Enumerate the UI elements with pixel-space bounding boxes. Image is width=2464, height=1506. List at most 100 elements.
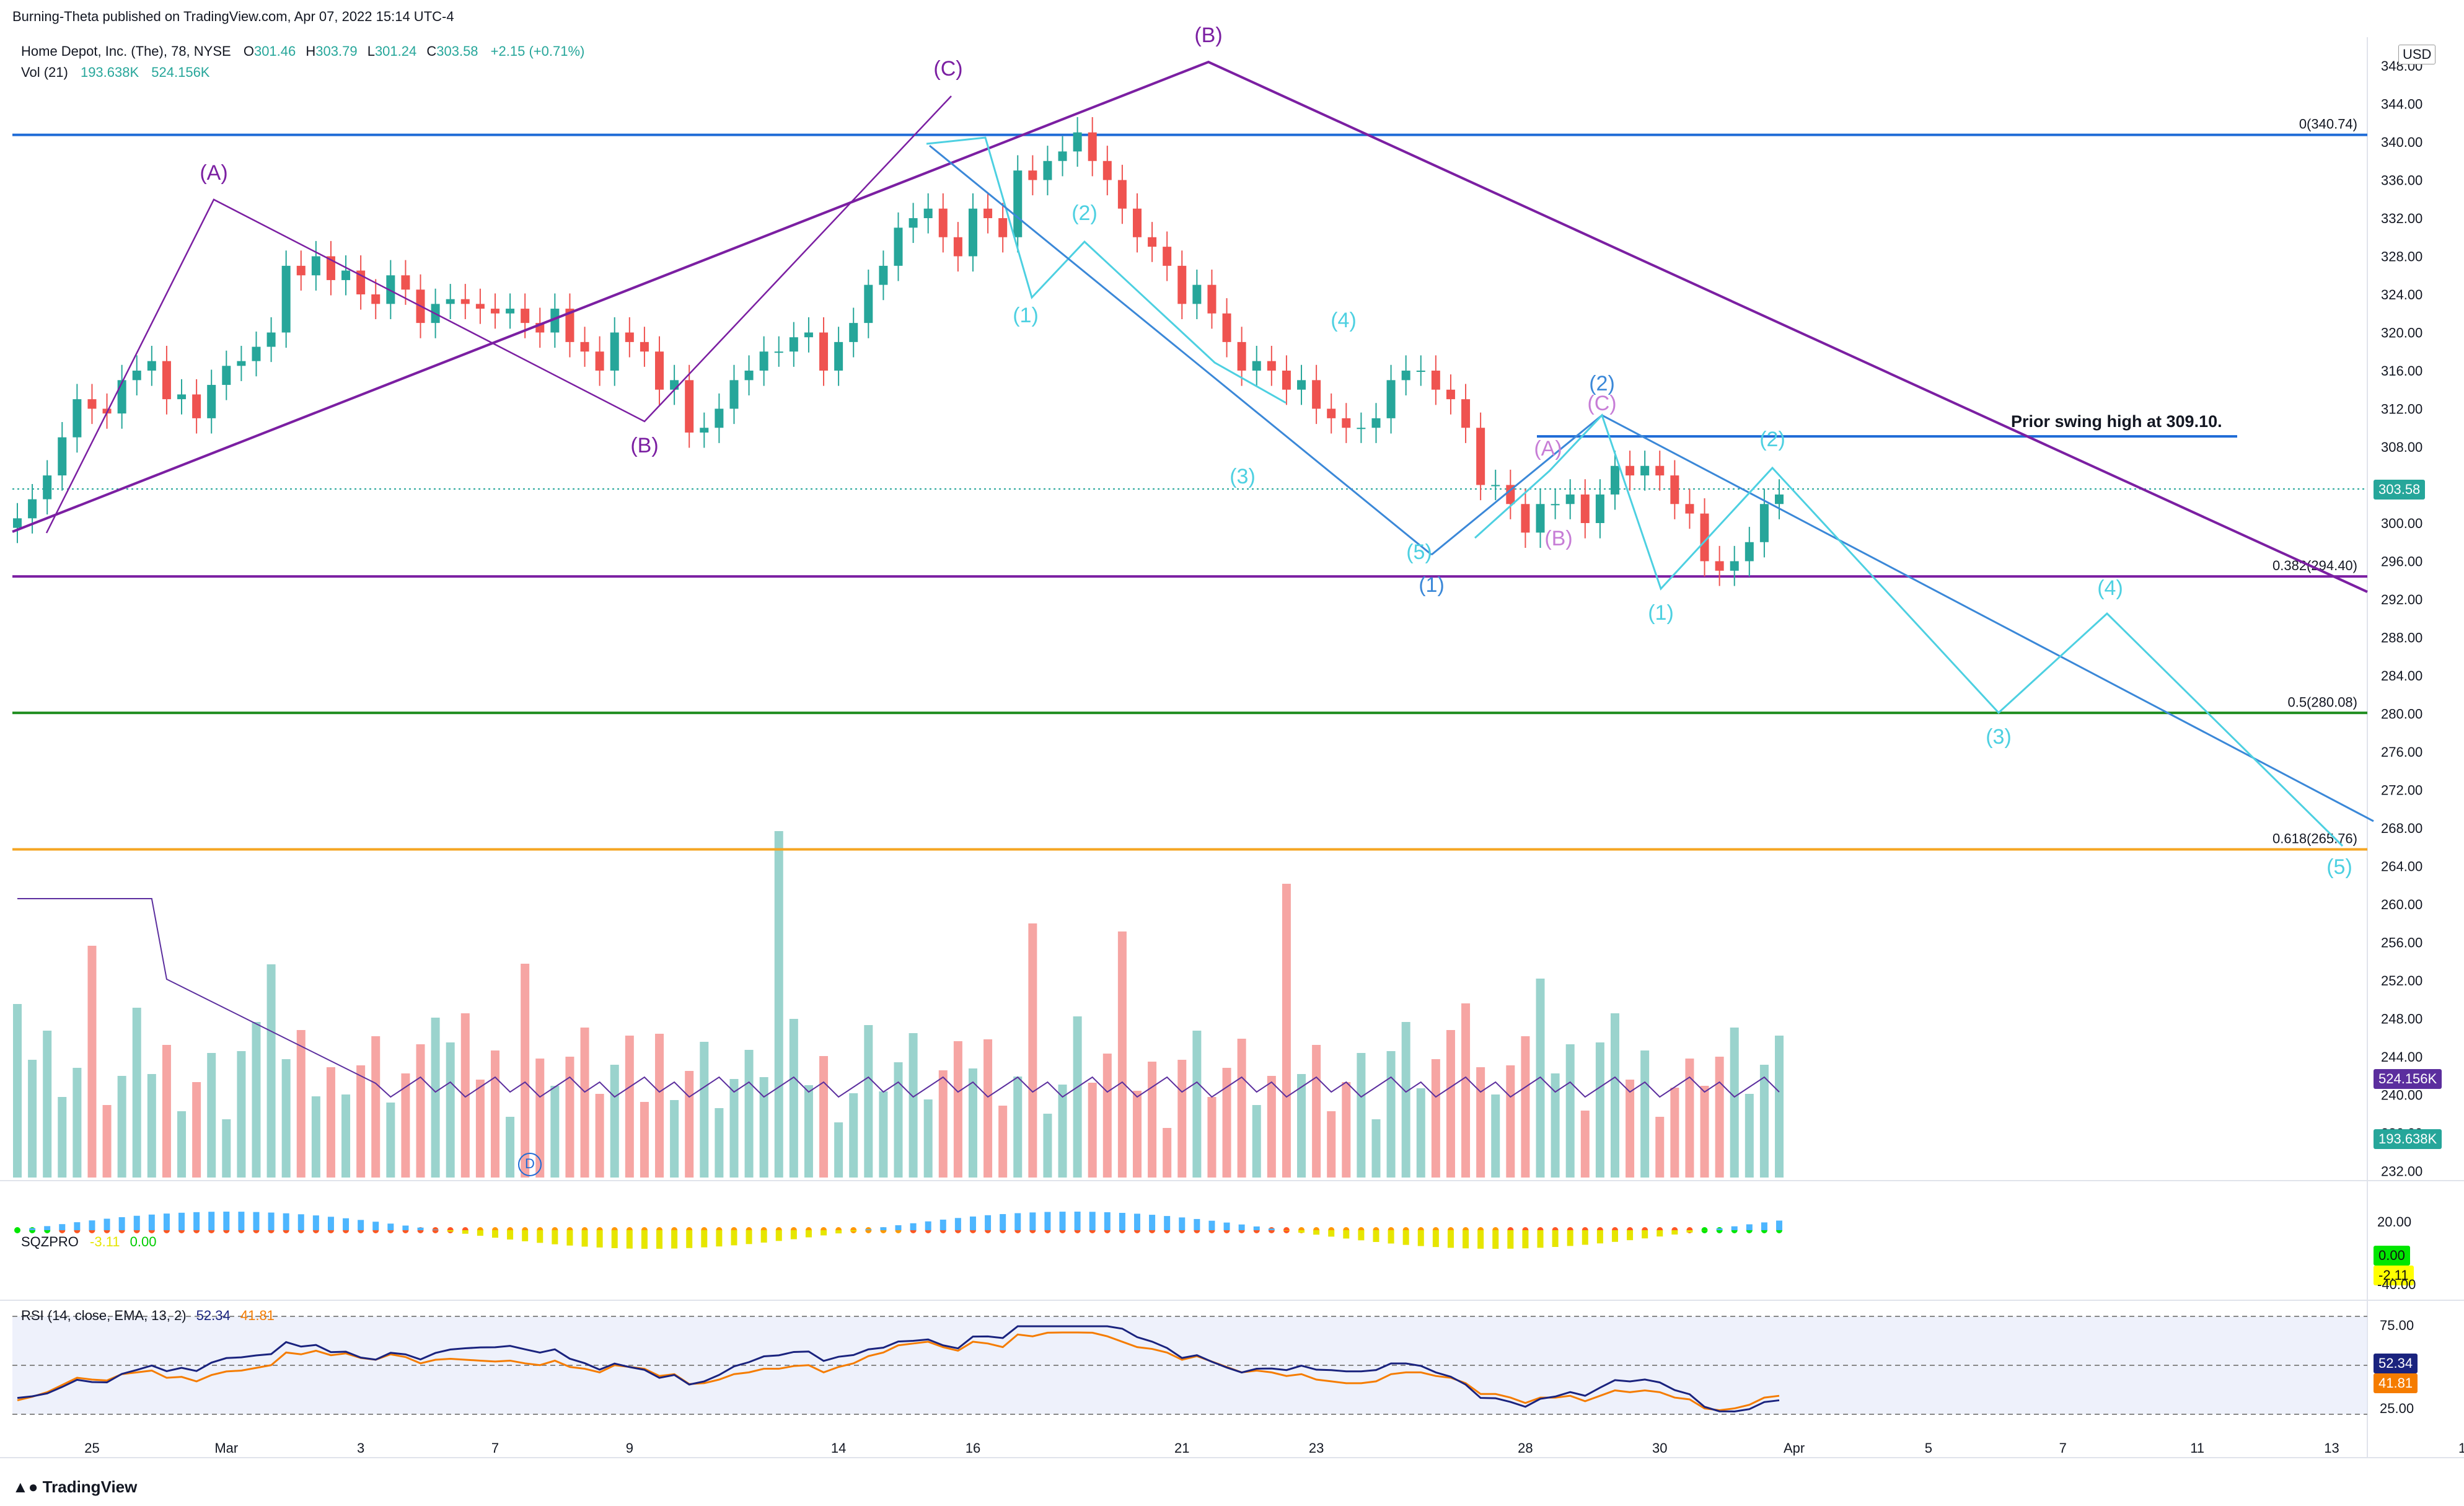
volume-bar [1640,1050,1650,1178]
wave-label: (1) [1648,601,1674,625]
symbol-name[interactable]: Home Depot, Inc. (The), 78, NYSE [21,43,231,59]
sqz-bar [223,1212,230,1230]
volume-bar [1536,979,1545,1178]
tradingview-logo[interactable]: ▲● TradingView [12,1477,137,1497]
volume-bar [819,1056,829,1178]
sqz-bar [626,1230,633,1249]
candle-body [1476,428,1485,485]
candle-body [43,475,52,500]
wave-label: (A) [1534,437,1562,460]
sqz-bar [1402,1230,1409,1245]
rsi-box1: 52.34 [2374,1354,2418,1373]
candle-body [729,380,739,409]
rsi-legend[interactable]: RSI (14, close, EMA, 13, 2) 52.34 41.81 [21,1308,275,1324]
volume-bar [1342,1082,1351,1178]
volume-bar [490,1050,499,1178]
sqz-bar [746,1230,752,1244]
candle-body [222,366,231,385]
sqz-bar [297,1214,304,1230]
sqz-bar [850,1230,857,1231]
sqz-bar [611,1230,618,1248]
sqz-bar [268,1212,275,1230]
sqz-bar [1194,1218,1200,1230]
sqz-bar [477,1230,483,1236]
candle-body [252,346,261,361]
sqz-bar [596,1230,603,1248]
time-tick: 18 [2458,1440,2464,1456]
sqz-value1: -3.11 [90,1234,120,1249]
volume-bar [1565,1044,1575,1178]
volume-bars [13,831,1784,1178]
volume-bar [1431,1059,1440,1178]
candle-body [1745,542,1754,561]
rsi-axis-top: 75.00 [2380,1318,2414,1333]
volume-bar [1102,1054,1112,1178]
candle-body [1297,380,1306,390]
fib-levels: 0(340.74) 0.382(294.40) 0.5(280.08) 0.618(2… [12,117,2367,851]
candle-body [1148,237,1157,247]
sqz-bar [835,1230,842,1234]
legend-row[interactable]: Home Depot, Inc. (The), 78, NYSE O301.46… [21,43,584,59]
price-tick: 344.00 [2381,97,2422,112]
volume-bar [73,1068,82,1178]
candle-body [371,294,381,304]
sqz-bar [895,1225,902,1230]
candle-body [1222,313,1231,342]
candle-body [460,299,470,304]
candle-body [819,332,829,371]
volume-bar [1461,1003,1471,1178]
sqz-bar [939,1219,946,1230]
sqz-bar [805,1230,812,1238]
vol-value: 193.638K [80,64,139,80]
sqz-bar [1417,1230,1424,1246]
candle-body [1357,428,1366,429]
candle-body [1655,465,1665,476]
sqz-bar [1507,1230,1514,1249]
volume-bar [1312,1045,1321,1178]
fib-level-label: 0.5(280.08) [2287,694,2357,710]
candle-body [326,256,335,280]
candle-body [1401,371,1410,381]
candle-body [1371,418,1381,428]
sqz-bar [1761,1222,1767,1230]
price-tick: 300.00 [2381,516,2422,531]
candle-body [610,332,619,371]
sqz-legend[interactable]: SQZPRO -3.11 0.00 [21,1234,157,1250]
price-axis[interactable]: 348.00344.00340.00336.00332.00328.00324.… [2381,58,2422,1179]
sqz-bar [1657,1230,1663,1237]
candle-body [1491,485,1500,487]
sqz-bar [1731,1226,1738,1230]
candle-body [1461,399,1471,428]
sqz-bar [1746,1224,1753,1230]
sqz-bar [1074,1212,1081,1230]
price-tick: 332.00 [2381,211,2422,226]
candle-body [117,380,126,414]
volume-bar [789,1019,798,1178]
cyan-wave-1 [926,136,1287,404]
currency-badge[interactable]: USD [2398,45,2436,64]
time-tick: Mar [214,1440,238,1456]
sqz-bar [44,1226,51,1230]
volume-bar [1580,1111,1590,1178]
sqz-bar [1373,1230,1379,1243]
time-tick: 13 [2324,1440,2339,1456]
candle-body [1610,465,1619,495]
sqz-bar [1223,1222,1230,1230]
sqz-bar [1432,1230,1439,1248]
volume-bar [1282,884,1291,1178]
change-value: +2.15 (+0.71%) [490,43,585,59]
rsi-ema-line [17,1331,1780,1411]
volume-bar [1401,1022,1410,1178]
volume-legend[interactable]: Vol (21) 193.638K 524.156K [21,64,209,81]
time-tick: 25 [84,1440,99,1456]
candle-body [341,270,351,280]
candle-body [774,351,783,353]
candle-body [580,341,589,352]
candle-body [1730,561,1739,571]
dividend-marker[interactable]: D [518,1153,542,1176]
down-channel-top [929,144,1432,556]
time-axis[interactable]: 25Mar379141621232830Apr571113182025 [84,1440,2464,1456]
candle-body [1640,465,1650,476]
